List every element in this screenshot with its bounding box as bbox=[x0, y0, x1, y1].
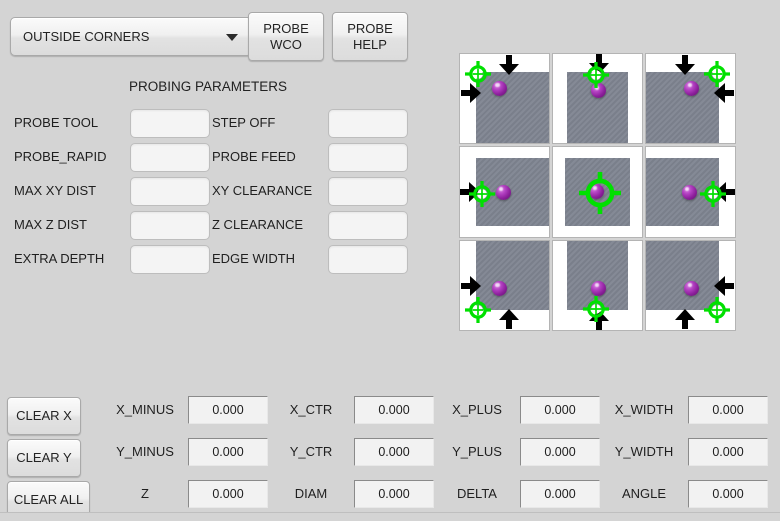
label-x-minus: X_MINUS bbox=[116, 402, 174, 417]
field-x-ctr[interactable]: 0.000 bbox=[354, 396, 434, 424]
input-probe-tool[interactable] bbox=[130, 109, 210, 138]
probe-cell-bottom-right[interactable] bbox=[645, 239, 736, 331]
label-delta: DELTA bbox=[457, 486, 497, 501]
probe-ball-icon bbox=[589, 183, 605, 199]
field-z[interactable]: 0.000 bbox=[188, 480, 268, 508]
probe-help-button[interactable]: PROBE HELP bbox=[332, 12, 408, 61]
label-y-ctr: Y_CTR bbox=[289, 444, 333, 459]
probe-cell-middle-right[interactable] bbox=[645, 146, 736, 238]
label-angle: ANGLE bbox=[621, 486, 667, 501]
arrow-left-icon bbox=[714, 83, 734, 104]
input-max-xy-dist[interactable] bbox=[130, 177, 210, 206]
field-y-width[interactable]: 0.000 bbox=[688, 438, 768, 466]
field-y-plus[interactable]: 0.000 bbox=[520, 438, 600, 466]
field-y-ctr[interactable]: 0.000 bbox=[354, 438, 434, 466]
label-y-plus: Y_PLUS bbox=[452, 444, 502, 459]
input-extra-depth[interactable] bbox=[130, 245, 210, 274]
arrow-left-icon bbox=[714, 275, 734, 296]
label-edge-width: EDGE WIDTH bbox=[212, 251, 296, 266]
workpiece-block bbox=[476, 240, 549, 311]
probe-cell-middle-left[interactable] bbox=[459, 146, 550, 238]
results-panel: CLEAR X CLEAR Y CLEAR ALL X_MINUS 0.000 … bbox=[0, 383, 780, 520]
input-probe-feed[interactable] bbox=[328, 143, 408, 172]
probe-cell-center[interactable] bbox=[552, 146, 643, 238]
label-y-minus: Y_MINUS bbox=[116, 444, 174, 459]
probe-cell-top-center[interactable] bbox=[552, 53, 643, 145]
workpiece-block bbox=[646, 71, 719, 144]
label-z-clearance: Z CLEARANCE bbox=[212, 217, 304, 232]
input-edge-width[interactable] bbox=[328, 245, 408, 274]
probe-ball-icon bbox=[492, 80, 508, 96]
label-x-plus: X_PLUS bbox=[452, 402, 502, 417]
target-crosshair-icon bbox=[465, 61, 491, 87]
label-diam: DIAM bbox=[294, 486, 328, 501]
field-angle[interactable]: 0.000 bbox=[688, 480, 768, 508]
workpiece-block bbox=[646, 240, 719, 311]
clear-y-button[interactable]: CLEAR Y bbox=[7, 439, 81, 477]
field-diam[interactable]: 0.000 bbox=[354, 480, 434, 508]
probe-ball-icon bbox=[681, 184, 697, 200]
arrow-up-icon bbox=[499, 309, 520, 329]
target-crosshair-icon bbox=[583, 62, 610, 88]
probe-wco-button[interactable]: PROBE WCO bbox=[248, 12, 324, 61]
clear-x-button[interactable]: CLEAR X bbox=[7, 397, 81, 435]
label-x-width: X_WIDTH bbox=[614, 402, 674, 417]
field-x-minus[interactable]: 0.000 bbox=[188, 396, 268, 424]
probe-cell-bottom-left[interactable] bbox=[459, 239, 550, 331]
target-crosshair-icon bbox=[704, 61, 730, 87]
label-x-ctr: X_CTR bbox=[289, 402, 333, 417]
probe-mode-select[interactable]: OUTSIDE CORNERS bbox=[10, 17, 252, 56]
probe-ball-icon bbox=[495, 184, 511, 200]
target-crosshair-icon bbox=[583, 296, 610, 322]
label-z: Z bbox=[141, 486, 149, 501]
probe-cell-top-left[interactable] bbox=[459, 53, 550, 145]
label-max-z-dist: MAX Z DIST bbox=[14, 217, 87, 232]
arrow-down-icon bbox=[675, 55, 696, 75]
input-probe-rapid[interactable] bbox=[130, 143, 210, 172]
input-xy-clearance[interactable] bbox=[328, 177, 408, 206]
workpiece-block bbox=[476, 71, 549, 144]
label-probe-feed: PROBE FEED bbox=[212, 149, 296, 164]
probe-mode-value: OUTSIDE CORNERS bbox=[23, 28, 150, 44]
probe-ball-icon bbox=[492, 280, 508, 296]
field-x-plus[interactable]: 0.000 bbox=[520, 396, 600, 424]
panel-bottom-edge bbox=[0, 512, 780, 521]
chevron-down-icon bbox=[226, 33, 238, 41]
probing-parameters-title: PROBING PARAMETERS bbox=[128, 79, 288, 94]
label-probe-rapid: PROBE_RAPID bbox=[14, 149, 107, 164]
field-x-width[interactable]: 0.000 bbox=[688, 396, 768, 424]
label-step-off: STEP OFF bbox=[212, 115, 276, 130]
label-xy-clearance: XY CLEARANCE bbox=[212, 183, 313, 198]
label-y-width: Y_WIDTH bbox=[614, 444, 674, 459]
probe-cell-top-right[interactable] bbox=[645, 53, 736, 145]
target-crosshair-icon bbox=[465, 297, 491, 323]
probe-position-selector bbox=[459, 53, 736, 331]
arrow-right-icon bbox=[461, 275, 481, 296]
arrow-down-icon bbox=[499, 55, 520, 75]
target-crosshair-icon bbox=[704, 297, 730, 323]
label-probe-tool: PROBE TOOL bbox=[14, 115, 99, 130]
probe-ball-icon bbox=[591, 280, 607, 296]
arrow-up-icon bbox=[675, 309, 696, 329]
probe-cell-bottom-center[interactable] bbox=[552, 239, 643, 331]
input-max-z-dist[interactable] bbox=[130, 211, 210, 240]
arrow-right-icon bbox=[461, 83, 481, 104]
label-extra-depth: EXTRA DEPTH bbox=[14, 251, 105, 266]
input-step-off[interactable] bbox=[328, 109, 408, 138]
probe-ball-icon bbox=[684, 80, 700, 96]
target-crosshair-icon bbox=[578, 172, 621, 215]
target-crosshair-icon bbox=[700, 181, 726, 208]
field-delta[interactable]: 0.000 bbox=[520, 480, 600, 508]
probe-ball-icon bbox=[684, 280, 700, 296]
target-crosshair-icon bbox=[469, 181, 495, 208]
input-z-clearance[interactable] bbox=[328, 211, 408, 240]
field-y-minus[interactable]: 0.000 bbox=[188, 438, 268, 466]
label-max-xy-dist: MAX XY DIST bbox=[14, 183, 97, 198]
